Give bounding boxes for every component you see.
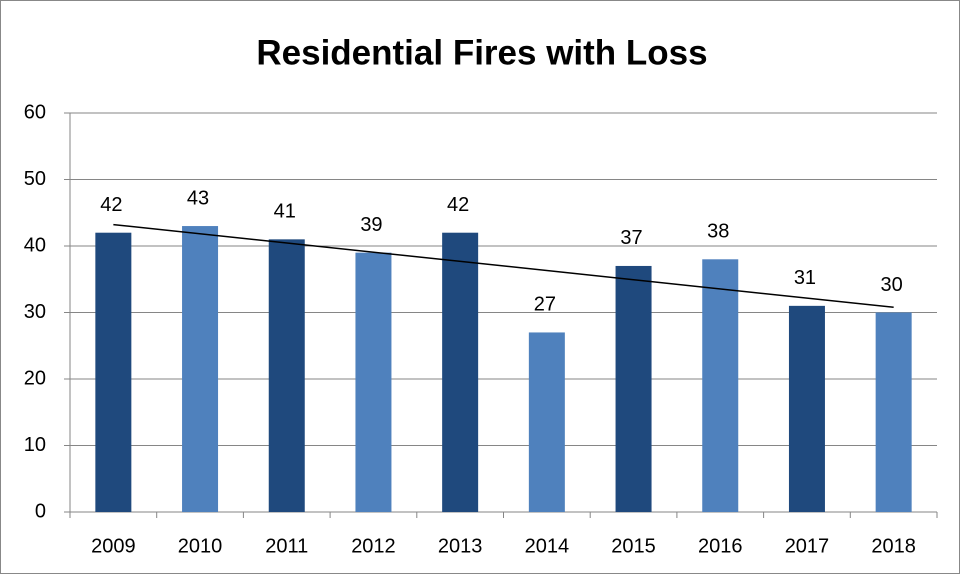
bar (355, 252, 392, 512)
x-tick-label: 2011 (265, 535, 308, 557)
x-tick-label: 2017 (785, 535, 830, 557)
value-label: 27 (534, 294, 556, 316)
x-tick-label: 2018 (871, 535, 916, 557)
value-label: 30 (881, 274, 903, 296)
bar (442, 232, 479, 512)
bar (788, 305, 825, 512)
trend-line (113, 223, 894, 309)
bar (95, 232, 132, 512)
y-tick-label: 0 (35, 500, 46, 522)
bar (875, 312, 912, 512)
y-tick-label: 10 (24, 434, 46, 456)
value-label: 41 (274, 201, 296, 223)
value-label: 43 (187, 187, 209, 209)
x-tick-label: 2013 (438, 535, 483, 557)
x-tick-label: 2009 (91, 535, 136, 557)
y-tick-label: 40 (24, 234, 46, 256)
bar (702, 259, 739, 512)
value-label: 38 (707, 221, 729, 243)
bar (615, 265, 652, 512)
value-label: 42 (100, 194, 122, 216)
y-tick-label: 60 (24, 101, 46, 123)
x-tick-label: 2010 (178, 535, 223, 557)
y-tick-label: 20 (24, 367, 46, 389)
value-label: 42 (447, 194, 469, 216)
x-tick-label: 2014 (525, 535, 570, 557)
value-label: 39 (360, 214, 382, 236)
bar (528, 332, 565, 512)
y-tick-label: 50 (24, 168, 46, 190)
x-tick-label: 2016 (698, 535, 743, 557)
x-tick-label: 2012 (351, 535, 396, 557)
value-label: 31 (794, 267, 816, 289)
bar (268, 239, 305, 512)
chart-title: Residential Fires with Loss (256, 33, 707, 72)
x-tick-label: 2015 (611, 535, 656, 557)
bar (182, 226, 219, 513)
y-tick-label: 30 (24, 301, 46, 323)
value-label: 37 (620, 227, 642, 249)
